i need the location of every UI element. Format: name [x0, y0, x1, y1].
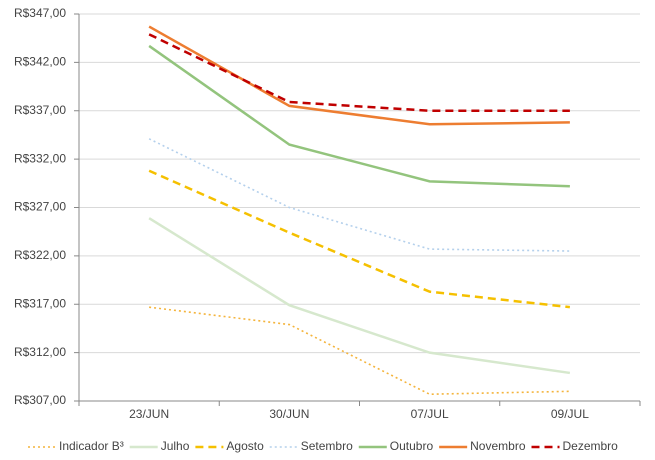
- legend-label: Setembro: [301, 439, 353, 453]
- series-line: [148, 169, 571, 309]
- y-tick-label: R$317,00: [14, 296, 66, 310]
- y-tick-label: R$337,00: [14, 103, 66, 117]
- x-tick-label: 09/JUL: [551, 407, 589, 421]
- y-tick-label: R$322,00: [14, 248, 66, 262]
- series-line: [148, 33, 570, 112]
- legend-label: Outubro: [390, 439, 434, 453]
- y-tick-label: R$347,00: [14, 6, 66, 20]
- series-line: [149, 306, 570, 396]
- series-line: [148, 138, 570, 252]
- series-line: [148, 25, 570, 126]
- legend-label: Indicador B³: [59, 439, 124, 453]
- y-tick-label: R$332,00: [14, 151, 66, 165]
- y-tick-label: R$342,00: [14, 55, 66, 69]
- x-tick-label: 23/JUN: [129, 407, 169, 421]
- legend-label: Agosto: [226, 439, 264, 453]
- y-tick-label: R$327,00: [14, 200, 66, 214]
- y-tick-label: R$312,00: [14, 345, 66, 359]
- x-tick-label: 07/JUL: [411, 407, 449, 421]
- y-tick-label: R$307,00: [14, 393, 66, 407]
- legend-label: Julho: [161, 439, 190, 453]
- series-line: [148, 44, 570, 188]
- x-tick-label: 30/JUN: [269, 407, 309, 421]
- legend-label: Novembro: [470, 439, 526, 453]
- series-line: [148, 217, 571, 375]
- legend-label: Dezembro: [563, 439, 619, 453]
